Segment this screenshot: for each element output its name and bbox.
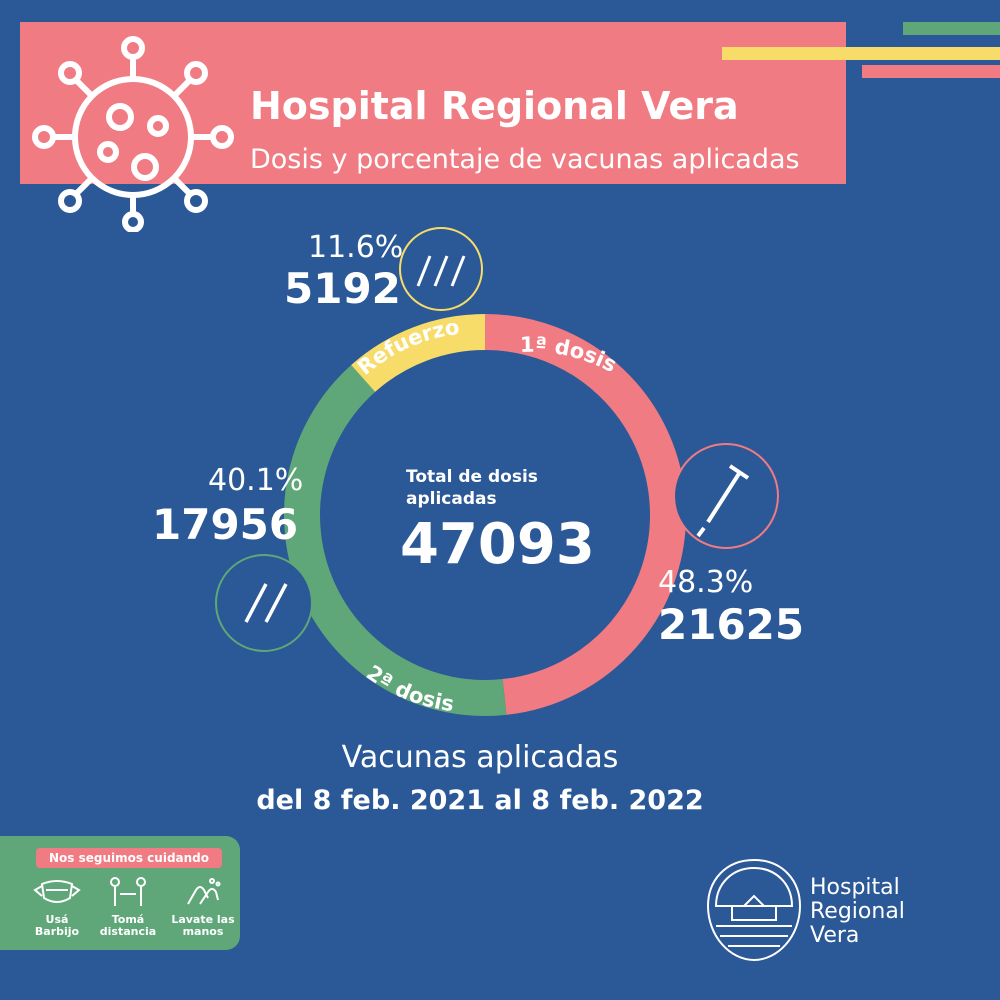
accent-stripe-pink (862, 65, 1000, 78)
header-band (20, 22, 846, 184)
logo-text: Hospital Regional Vera (810, 876, 905, 948)
slice-first-dose (484, 314, 686, 715)
logo-line-1: Hospital (810, 875, 900, 900)
logo-line-2: Regional (810, 899, 905, 924)
first-dose-syringe-icon (673, 443, 779, 549)
care-item-label: Usá Barbijo (34, 913, 80, 938)
total-value: 47093 (400, 512, 595, 577)
booster-count: 5192 (284, 264, 401, 313)
virus-icon (32, 36, 234, 232)
care-item-mask: Usá Barbijo (24, 876, 90, 938)
first-dose-count: 21625 (658, 600, 805, 649)
mask-icon (33, 880, 81, 903)
care-item-label: Tomá distancia (99, 913, 157, 938)
hospital-logo-icon (706, 858, 802, 962)
booster-syringes-icon (399, 227, 483, 311)
care-title: Nos seguimos cuidando (36, 848, 222, 868)
page-title: Hospital Regional Vera (250, 84, 739, 128)
second-dose-percent: 40.1% (208, 463, 304, 498)
period-caption: Vacunas aplicadas (341, 740, 619, 775)
accent-stripe-green (903, 22, 1000, 35)
first-dose-percent: 48.3% (658, 565, 754, 600)
care-item-label: Lavate las manos (171, 913, 235, 938)
total-label: Total de dosis aplicadas (406, 467, 538, 509)
period-dates: del 8 feb. 2021 al 8 feb. 2022 (256, 785, 704, 816)
slice-second-dose (284, 365, 507, 716)
logo-line-3: Vera (810, 923, 860, 948)
second-dose-syringes-icon (215, 554, 313, 652)
page-subtitle: Dosis y porcentaje de vacunas aplicadas (250, 144, 800, 175)
slice-booster (351, 314, 486, 393)
accent-stripe-yellow (722, 47, 1000, 60)
care-item-handwash: Lavate las manos (170, 876, 236, 938)
second-dose-count: 17956 (152, 500, 299, 549)
care-item-distance: Tomá distancia (95, 876, 161, 938)
handwash-icon (187, 878, 221, 905)
booster-percent: 11.6% (308, 230, 404, 265)
distance-icon (110, 877, 146, 906)
